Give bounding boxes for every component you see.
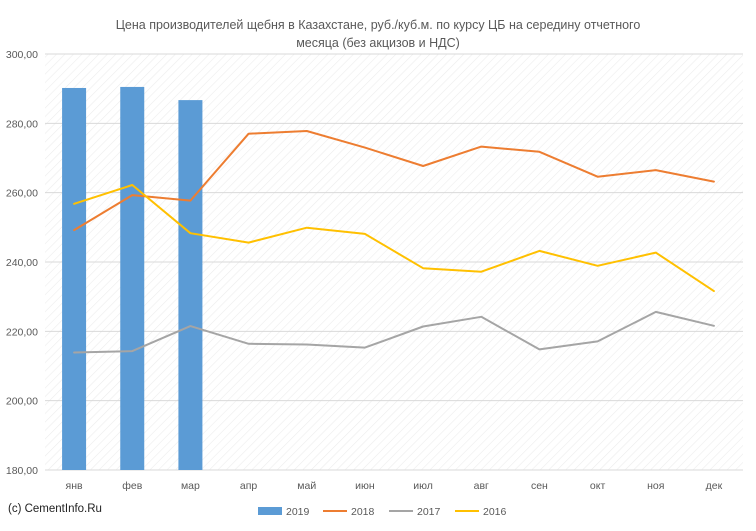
gridlines — [45, 53, 743, 471]
legend-swatch-2019 — [258, 507, 282, 515]
y-tick-label: 200,00 — [6, 396, 38, 408]
x-tick-label: сен — [531, 480, 548, 492]
legend-label-2016: 2016 — [483, 506, 507, 518]
y-tick-label: 260,00 — [6, 188, 38, 200]
x-tick-label: июн — [355, 480, 375, 492]
series-lines — [73, 130, 715, 354]
x-tick-label: дек — [706, 480, 723, 492]
x-tick-label: апр — [240, 480, 258, 492]
legend-label-2019: 2019 — [286, 506, 310, 518]
chart-title: Цена производителей щебня в Казахстане, … — [116, 18, 641, 50]
legend-label-2017: 2017 — [417, 506, 441, 518]
y-tick-label: 240,00 — [6, 257, 38, 269]
x-tick-label: июл — [413, 480, 433, 492]
y-tick-label: 300,00 — [6, 49, 38, 61]
x-tick-label: мар — [181, 480, 200, 492]
legend-label-2018: 2018 — [351, 506, 375, 518]
line-2016 — [73, 184, 715, 293]
x-axis-ticks: янв фев мар апр май июн июл авг сен окт ноя дек — [66, 480, 723, 492]
line-2018 — [73, 130, 715, 232]
x-tick-label: май — [297, 480, 316, 492]
legend: 2019 2018 2017 2016 — [258, 506, 507, 518]
x-tick-label: фев — [122, 480, 142, 492]
credit-text: (c) CementInfo.Ru — [8, 503, 102, 515]
bars-2019 — [62, 86, 203, 471]
y-axis-ticks: 180,00 200,00 220,00 240,00 260,00 280,00 300,… — [6, 49, 38, 477]
y-tick-label: 180,00 — [6, 465, 38, 477]
x-tick-label: окт — [590, 480, 606, 492]
x-tick-label: ноя — [647, 480, 664, 492]
bar-2019 — [178, 100, 203, 471]
x-tick-label: янв — [66, 480, 83, 492]
bar-2019 — [62, 87, 87, 471]
x-tick-label: авг — [474, 480, 489, 492]
line-2017 — [73, 310, 715, 354]
chart-title-line-2: месяца (без акцизов и НДС) — [296, 36, 460, 50]
bar-2019 — [120, 86, 145, 470]
y-tick-label: 220,00 — [6, 326, 38, 338]
chart-title-line-1: Цена производителей щебня в Казахстане, … — [116, 18, 641, 32]
y-tick-label: 280,00 — [6, 118, 38, 130]
